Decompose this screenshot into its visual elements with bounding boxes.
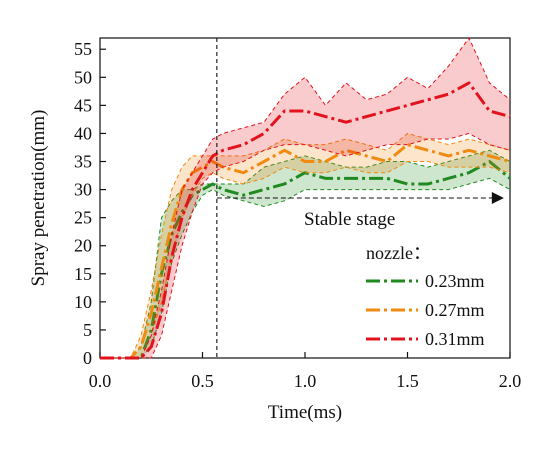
legend-label-0.23mm: 0.23mm: [425, 271, 485, 291]
legend-title: nozzle：: [366, 243, 431, 263]
y-tick-label: 10: [74, 292, 92, 312]
x-tick-label: 2.0: [499, 371, 522, 391]
x-tick-label: 0.5: [191, 371, 214, 391]
y-tick-label: 35: [74, 152, 92, 172]
y-tick-label: 25: [74, 208, 92, 228]
stable-stage-label: Stable stage: [304, 209, 395, 230]
x-axis-label: Time(ms): [268, 402, 342, 423]
series-lower-0.31mm: [100, 132, 511, 359]
y-tick-label: 55: [74, 39, 92, 59]
x-tick-label: 1.0: [294, 371, 317, 391]
y-tick-label: 40: [74, 123, 92, 143]
series-upper-0.27mm: [100, 132, 511, 359]
x-tick-label: 1.5: [396, 371, 419, 391]
series-line-0.27mm: [100, 143, 511, 360]
legend-label-0.31mm: 0.31mm: [425, 329, 485, 349]
y-axis-label: Spray penetration(mm): [28, 110, 49, 287]
series-line-0.23mm: [100, 160, 511, 360]
series-band-0.27mm: [100, 133, 510, 358]
series-upper-0.31mm: [100, 37, 511, 359]
y-tick-label: 50: [74, 67, 92, 87]
series-upper-0.23mm: [100, 149, 511, 359]
y-tick-label: 0: [83, 348, 92, 368]
stable-stage-arrowhead: [491, 192, 504, 204]
y-tick-label: 20: [74, 236, 92, 256]
series-line-0.31mm: [100, 81, 511, 360]
x-tick-label: 0.0: [89, 371, 112, 391]
y-tick-label: 5: [83, 320, 92, 340]
y-tick-label: 15: [74, 264, 92, 284]
y-tick-label: 45: [74, 95, 92, 115]
legend-label-0.27mm: 0.27mm: [425, 300, 485, 320]
series-band-0.31mm: [100, 38, 510, 358]
y-tick-label: 30: [74, 180, 92, 200]
